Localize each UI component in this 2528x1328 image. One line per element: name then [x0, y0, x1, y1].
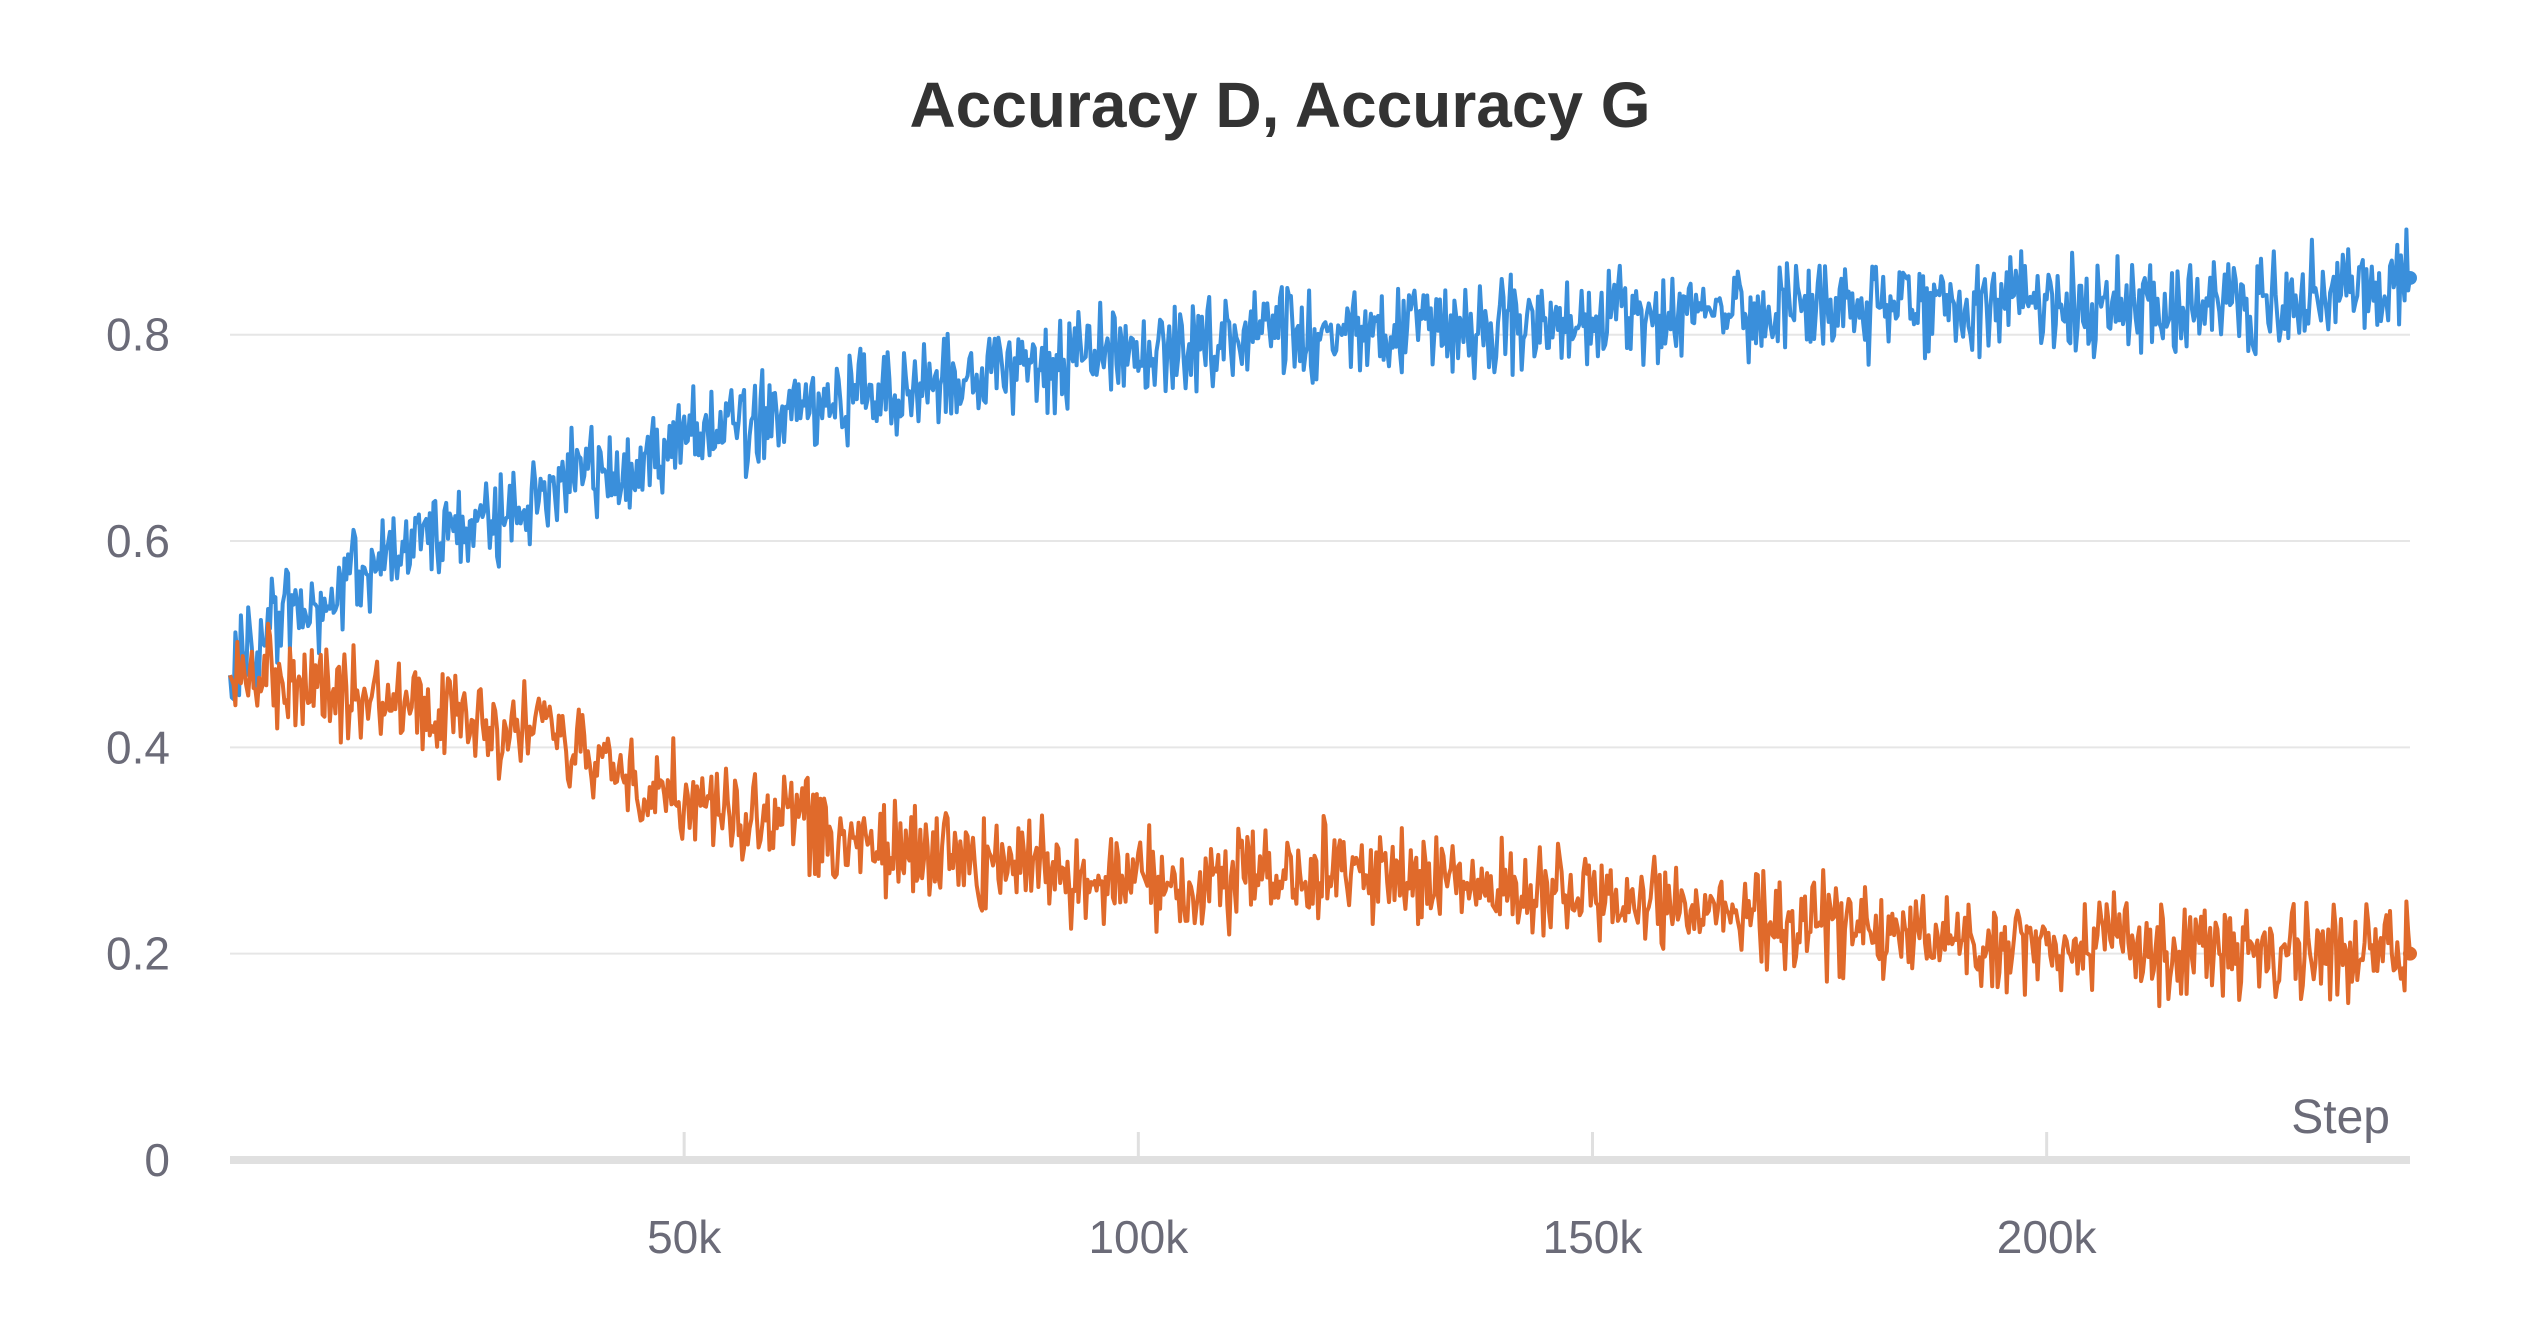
- x-tick-label-2: 150k: [1543, 1211, 1644, 1263]
- y-tick-label-1: 0.2: [106, 928, 170, 980]
- y-tick-label-2: 0.4: [106, 721, 170, 773]
- axis-layer: 0 0.2 0.4 0.6 0.8 50k 100k 150k 200k: [106, 309, 2410, 1263]
- series-line-0: [228, 227, 2412, 702]
- series-layer: [228, 227, 2417, 1009]
- x-tick-label-3: 200k: [1997, 1211, 2098, 1263]
- series-endpoint-0: [2403, 271, 2417, 285]
- series-endpoint-1: [2403, 946, 2417, 961]
- y-tick-label-3: 0.6: [106, 515, 170, 567]
- grid-layer: [230, 333, 2410, 955]
- series-line-1: [228, 621, 2412, 1009]
- x-axis-label: Step: [2291, 1091, 2390, 1144]
- y-tick-label-4: 0.8: [106, 309, 170, 361]
- chart-title: Accuracy D, Accuracy G: [909, 69, 1650, 141]
- x-tick-label-1: 100k: [1088, 1211, 1189, 1263]
- x-tick-label-0: 50k: [647, 1211, 722, 1263]
- y-tick-label-0: 0: [144, 1134, 170, 1186]
